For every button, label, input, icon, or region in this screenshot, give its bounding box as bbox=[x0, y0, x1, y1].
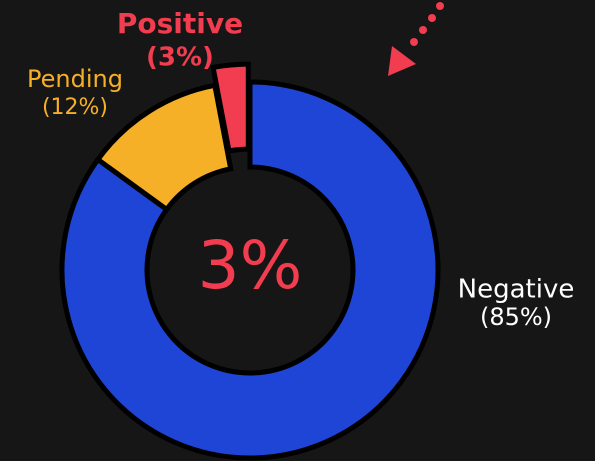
center-label: 3% bbox=[198, 227, 303, 304]
pointer-arrow bbox=[388, 2, 444, 76]
slice-value-label: (12%) bbox=[42, 95, 108, 120]
slice-label: Negative bbox=[458, 275, 575, 305]
slice bbox=[210, 61, 251, 154]
slice-label: Positive bbox=[117, 7, 243, 40]
slice-value-label: (85%) bbox=[480, 303, 552, 331]
slices bbox=[59, 61, 441, 461]
slice bbox=[59, 79, 441, 461]
slice-value-label: (3%) bbox=[146, 43, 214, 73]
slice-label: Pending bbox=[27, 65, 123, 93]
